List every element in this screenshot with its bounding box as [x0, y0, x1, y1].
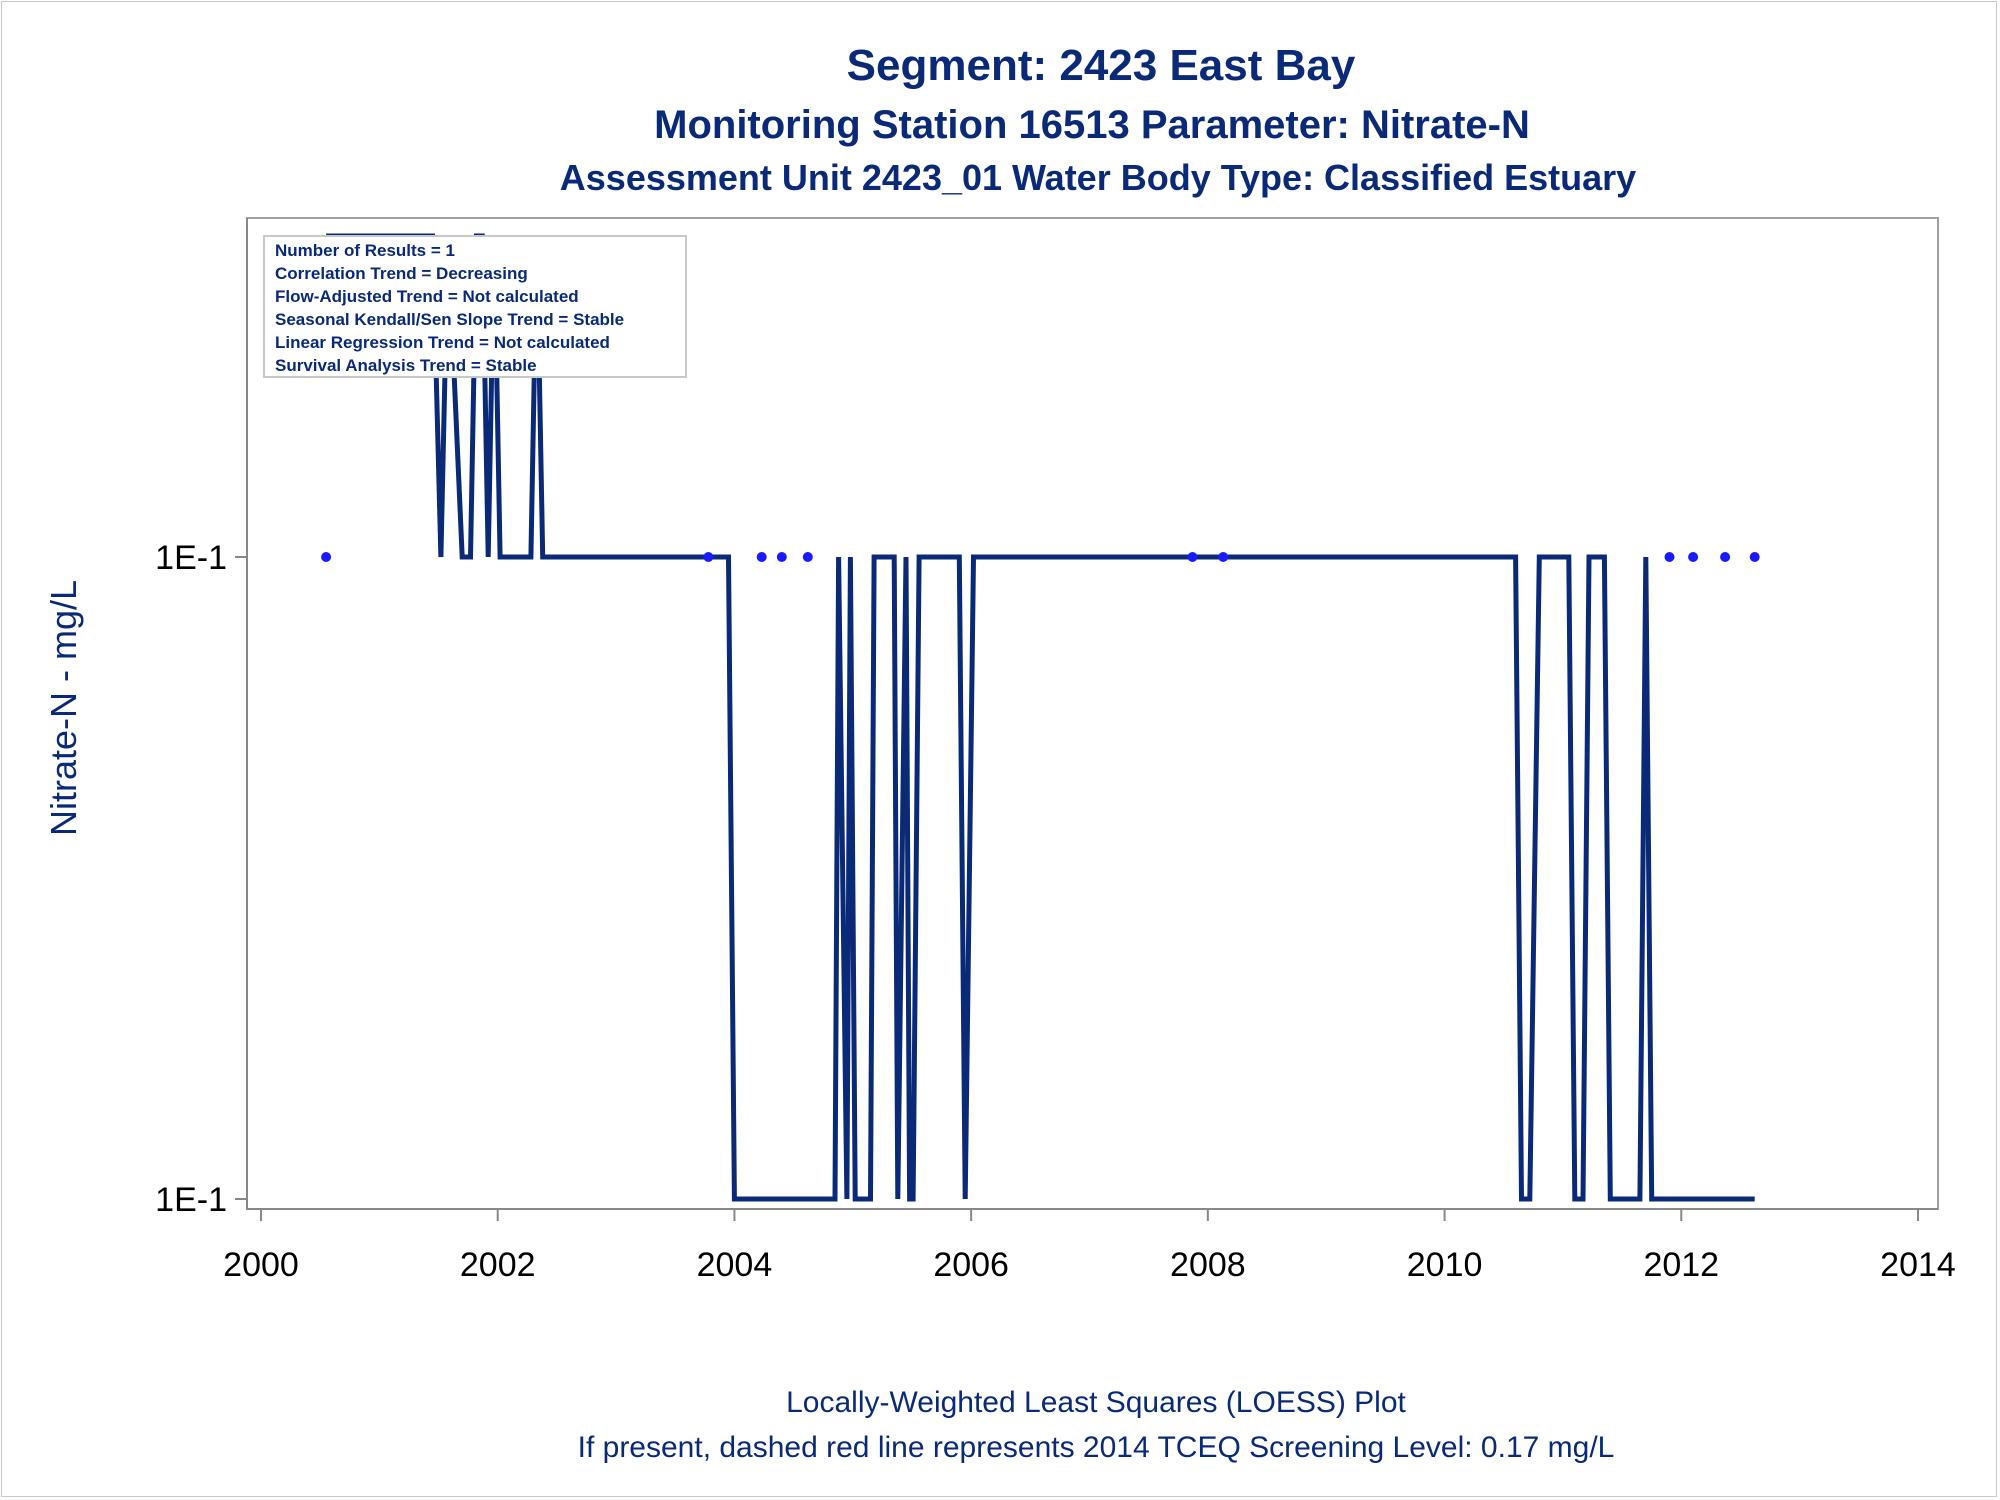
data-point: [1218, 552, 1229, 562]
footnote-loess: Locally-Weighted Least Squares (LOESS) P…: [786, 1386, 1406, 1419]
y-axis: 1E-1 1E-1: [155, 218, 248, 1219]
trend-summary-line: Survival Analysis Trend = Stable: [275, 356, 537, 375]
x-tick-label: 2008: [1170, 1246, 1246, 1284]
data-point: [1187, 552, 1198, 562]
data-point: [1749, 552, 1760, 562]
data-point: [776, 552, 787, 562]
data-point: [703, 552, 714, 562]
data-point: [802, 552, 813, 562]
trend-summary-line: Linear Regression Trend = Not calculated: [275, 333, 610, 352]
x-tick-label: 2006: [933, 1246, 1009, 1284]
data-point: [1688, 552, 1699, 562]
loess-line: [326, 233, 1755, 1202]
x-tick-label: 2014: [1880, 1246, 1956, 1284]
y-tick-label: 1E-1: [155, 1181, 227, 1219]
x-tick-label: 2004: [697, 1246, 773, 1284]
y-tick-label: 1E-1: [155, 539, 227, 577]
chart-title: Segment: 2423 East Bay: [847, 41, 1356, 90]
data-point: [756, 552, 767, 562]
data-point: [1720, 552, 1731, 562]
data-point: [321, 552, 332, 562]
x-axis: 2000 2002 2004 2006 2008 2010 2012 2014: [223, 1208, 1956, 1284]
x-tick-label: 2002: [460, 1246, 536, 1284]
trend-summary-line: Flow-Adjusted Trend = Not calculated: [275, 287, 579, 306]
x-tick-label: 2000: [223, 1246, 299, 1284]
y-axis-label: Nitrate-N - mg/L: [43, 580, 84, 836]
trend-summary-line: Seasonal Kendall/Sen Slope Trend = Stabl…: [275, 310, 624, 329]
trend-summary-frame: [263, 235, 687, 378]
series-layer: [321, 233, 1760, 1202]
x-tick-label: 2012: [1643, 1246, 1719, 1284]
chart-subtitle-assessment: Assessment Unit 2423_01 Water Body Type:…: [560, 157, 1636, 198]
trend-summary-line: Correlation Trend = Decreasing: [275, 264, 528, 283]
trend-summary-box: Number of Results = 1 Correlation Trend =…: [263, 235, 687, 378]
footnote-screening: If present, dashed red line represents 2…: [578, 1431, 1615, 1464]
data-point: [1664, 552, 1675, 562]
x-tick-label: 2010: [1407, 1246, 1483, 1284]
trend-summary-line: Number of Results = 1: [275, 241, 455, 260]
chart-subtitle-station: Monitoring Station 16513 Parameter: Nitr…: [654, 103, 1530, 147]
